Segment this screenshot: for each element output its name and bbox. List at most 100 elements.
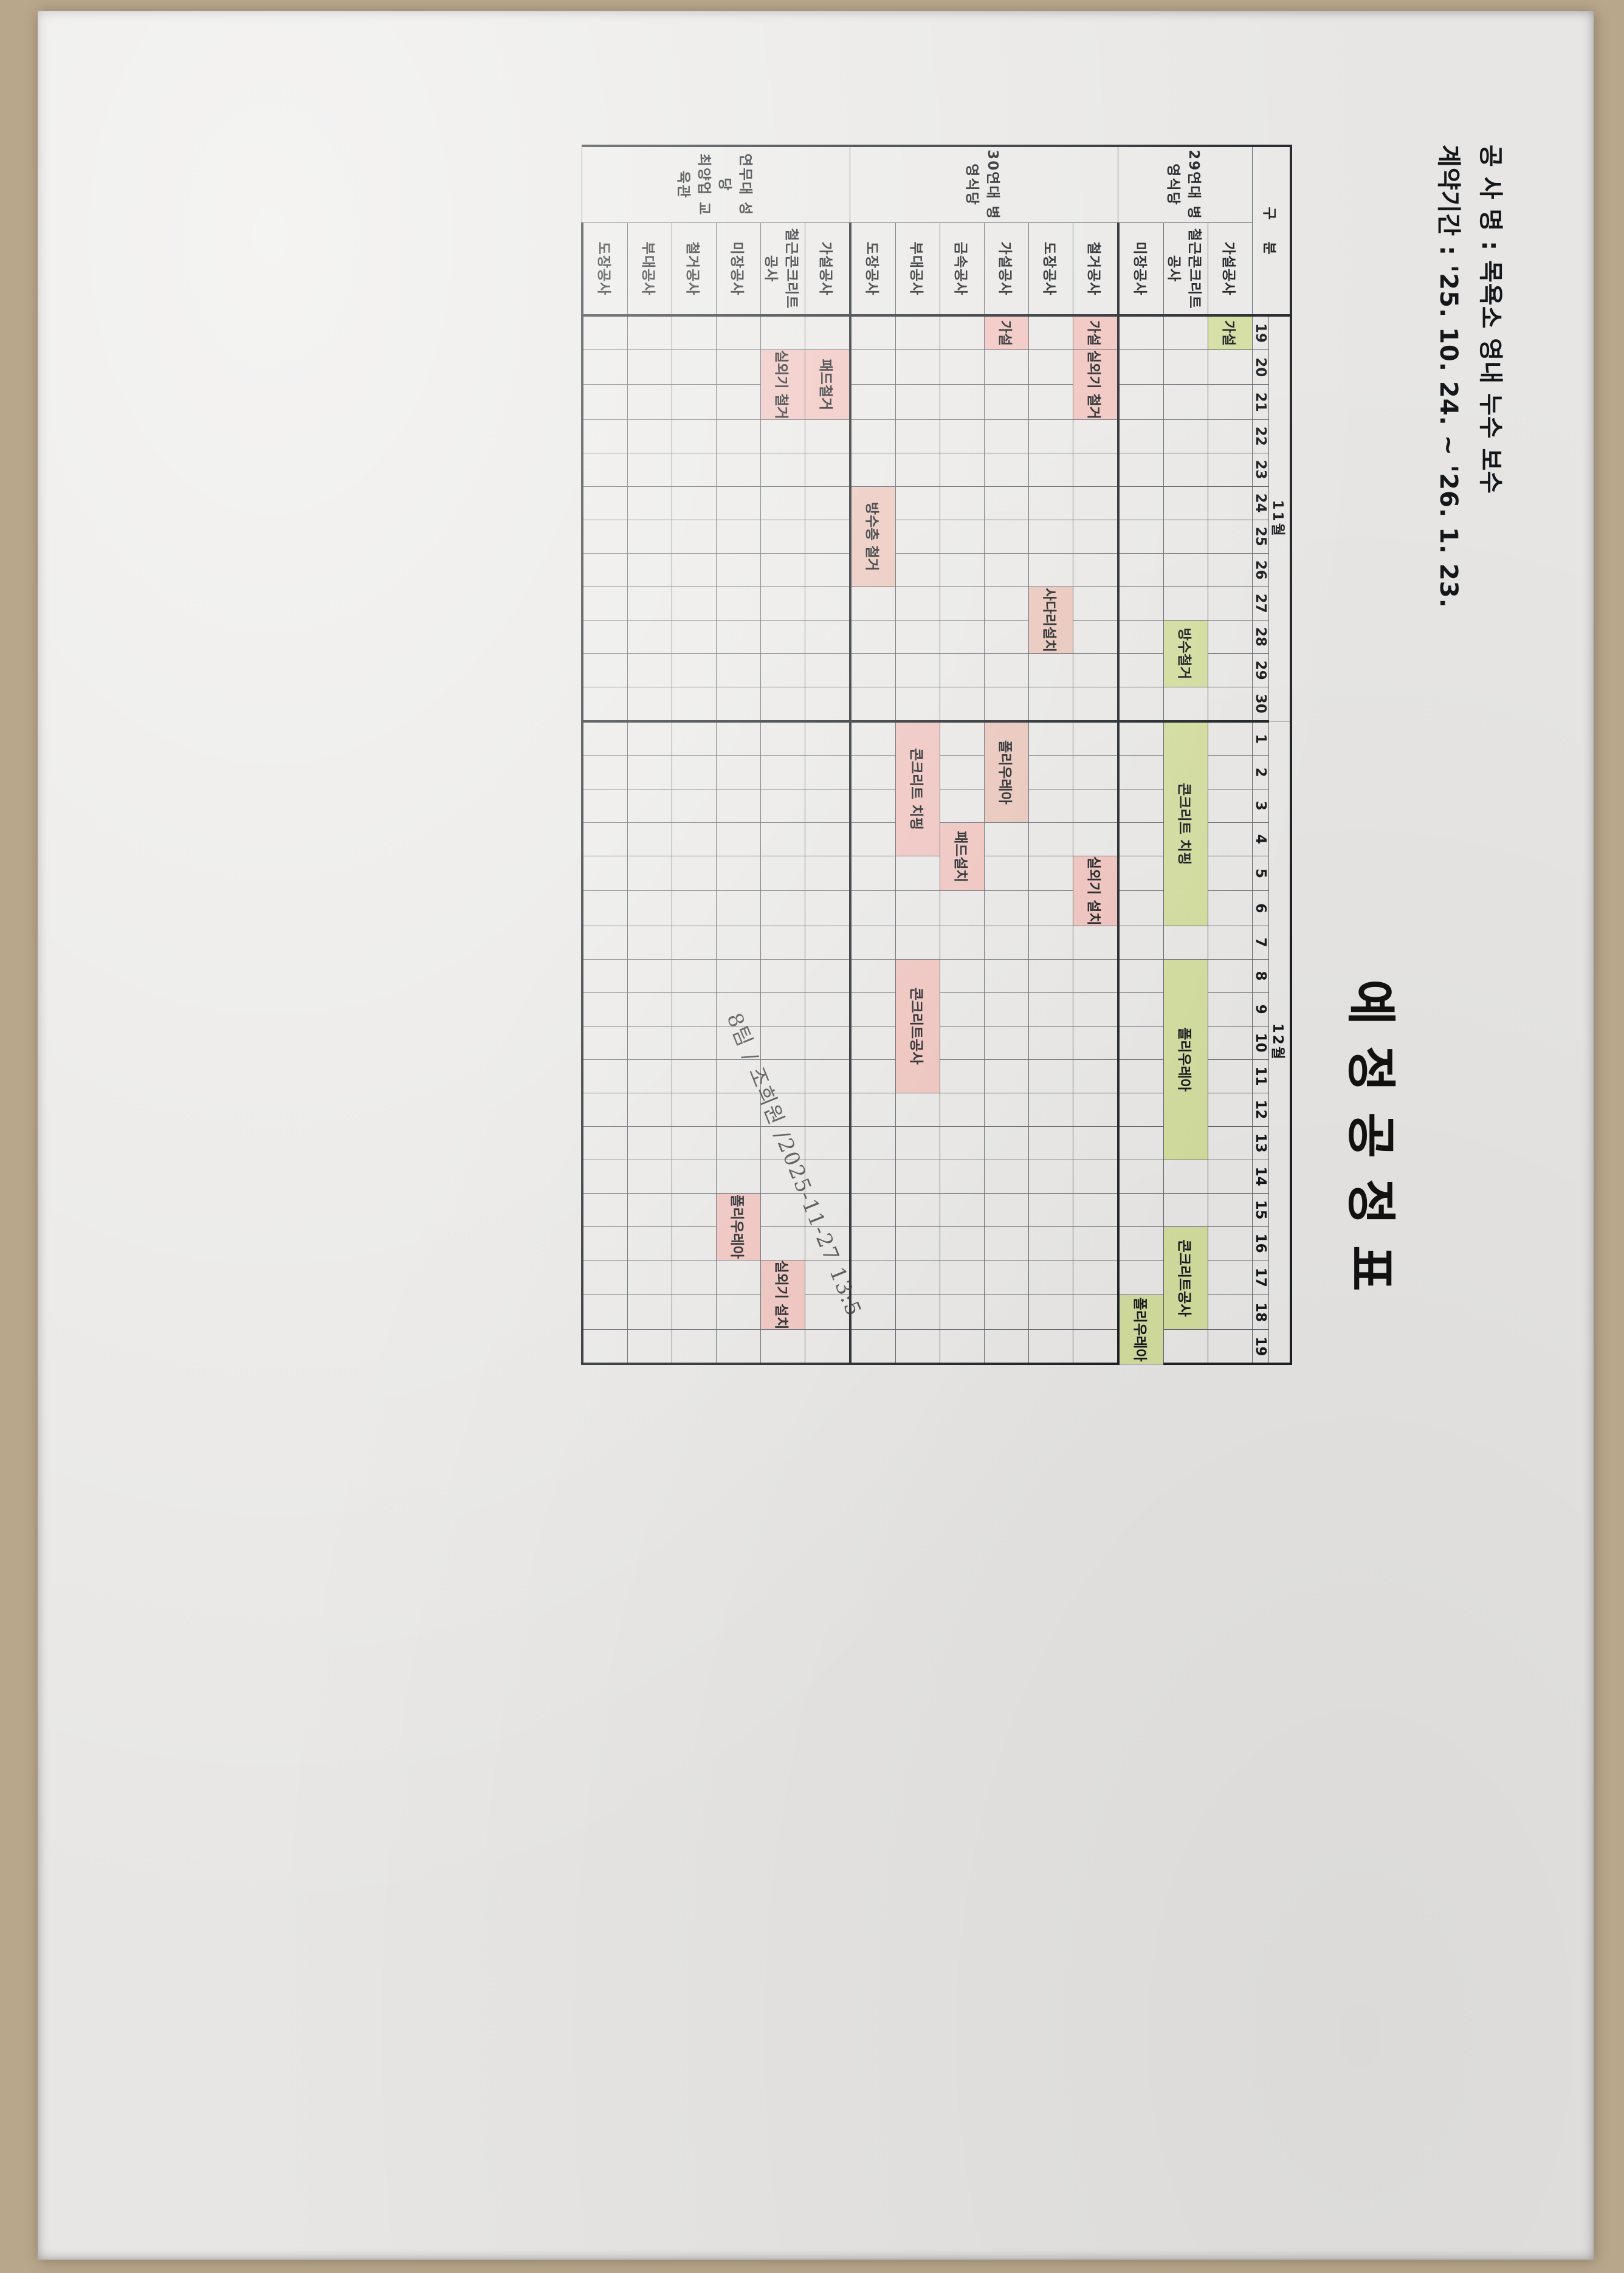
schedule-cell (1028, 789, 1073, 823)
schedule-cell (1028, 1260, 1073, 1295)
schedule-cell (1073, 789, 1118, 823)
day-header: 19 (1252, 1329, 1269, 1364)
schedule-cell (805, 620, 850, 654)
table-row: 철거공사 (672, 146, 717, 1364)
schedule-cell (1118, 419, 1164, 453)
schedule-cell (805, 992, 850, 1026)
schedule-cell (672, 789, 717, 823)
schedule-cell (1118, 1226, 1164, 1260)
schedule-cell (582, 315, 628, 350)
day-header: 14 (1252, 1160, 1269, 1194)
schedule-cell (895, 1193, 940, 1227)
schedule-cell (850, 1026, 896, 1060)
schedule-cell (850, 1093, 896, 1127)
work-item-label: 도장공사 (1028, 222, 1073, 315)
schedule-cell (1118, 653, 1164, 687)
schedule-cell (1073, 653, 1118, 687)
schedule-cell (582, 653, 628, 687)
schedule-cell (1208, 1160, 1253, 1194)
schedule-cell (895, 1260, 940, 1295)
schedule-cell (716, 822, 761, 856)
day-header: 11 (1252, 1059, 1269, 1093)
schedule-cell (940, 1226, 985, 1260)
schedule-cell (1208, 926, 1253, 960)
task-bar: 가설 (1208, 315, 1253, 350)
schedule-cell (1208, 721, 1253, 756)
task-bar: 가설 (984, 315, 1029, 350)
schedule-cell (1028, 1226, 1073, 1260)
schedule-cell (940, 1160, 985, 1194)
day-header: 5 (1252, 856, 1269, 891)
schedule-cell (672, 1193, 717, 1227)
schedule-cell (672, 486, 717, 520)
schedule-cell (1028, 1329, 1073, 1364)
schedule-cell (940, 349, 985, 385)
schedule-cell (1028, 453, 1073, 487)
schedule-cell (850, 926, 896, 960)
work-item-label: 도장공사 (850, 222, 896, 315)
schedule-cell (672, 856, 717, 891)
day-header: 20 (1252, 349, 1269, 385)
schedule-cell (1118, 1093, 1164, 1127)
schedule-cell (984, 926, 1029, 960)
task-bar: 방수층 철거 (850, 486, 896, 587)
schedule-cell (1118, 789, 1164, 823)
page-title: 예정공정표 (1341, 979, 1399, 1312)
work-group-label: 30연대 병영식당 (850, 146, 1118, 223)
schedule-cell (1073, 822, 1118, 856)
schedule-cell (895, 520, 940, 554)
schedule-cell (716, 486, 761, 520)
table-row: 부대공사 (627, 146, 672, 1364)
schedule-cell (895, 453, 940, 487)
schedule-cell (850, 789, 896, 823)
schedule-cell (1073, 755, 1118, 789)
schedule-cell (582, 822, 628, 856)
schedule-cell (984, 1329, 1029, 1364)
schedule-cell (984, 1026, 1029, 1060)
schedule-cell (1028, 721, 1073, 756)
task-bar: 실외기 철거 (1073, 349, 1118, 420)
schedule-cell (850, 586, 896, 621)
schedule-cell (940, 721, 985, 756)
schedule-cell (627, 926, 672, 960)
day-header: 6 (1252, 890, 1269, 926)
schedule-cell (1028, 486, 1073, 520)
schedule-cell (582, 1329, 628, 1364)
schedule-cell (940, 1260, 985, 1295)
schedule-cell (1073, 553, 1118, 587)
schedule-cell (760, 453, 805, 487)
schedule-cell (1208, 822, 1253, 856)
schedule-cell (672, 926, 717, 960)
schedule-cell (582, 1295, 628, 1330)
day-header: 30 (1252, 687, 1269, 721)
project-name-label: 공 사 명 : 목욕소 영내 누수 보수 (1476, 145, 1504, 495)
day-header: 18 (1252, 1295, 1269, 1330)
day-header: 17 (1252, 1260, 1269, 1295)
schedule-cell (895, 1295, 940, 1330)
schedule-cell (895, 1093, 940, 1127)
schedule-cell (1163, 687, 1208, 721)
schedule-cell (582, 1059, 628, 1093)
schedule-cell (582, 453, 628, 487)
schedule-cell (627, 315, 672, 350)
schedule-cell (850, 1193, 896, 1227)
schedule-cell (627, 520, 672, 554)
schedule-cell (940, 1093, 985, 1127)
schedule-cell (805, 755, 850, 789)
schedule-cell (1118, 453, 1164, 487)
schedule-cell (940, 687, 985, 721)
schedule-cell (627, 486, 672, 520)
schedule-cell (760, 315, 805, 350)
work-group-label: 29연대 병영식당 (1118, 146, 1253, 223)
task-bar: 폴리우레아 (1118, 1295, 1164, 1364)
schedule-cell (850, 822, 896, 856)
schedule-cell (1208, 586, 1253, 621)
schedule-cell (627, 419, 672, 453)
schedule-cell (672, 959, 717, 993)
schedule-cell (1208, 1126, 1253, 1160)
schedule-cell (1208, 520, 1253, 554)
schedule-cell (1118, 553, 1164, 587)
schedule-cell (760, 822, 805, 856)
schedule-cell (1028, 1160, 1073, 1194)
schedule-cell (760, 1226, 805, 1260)
